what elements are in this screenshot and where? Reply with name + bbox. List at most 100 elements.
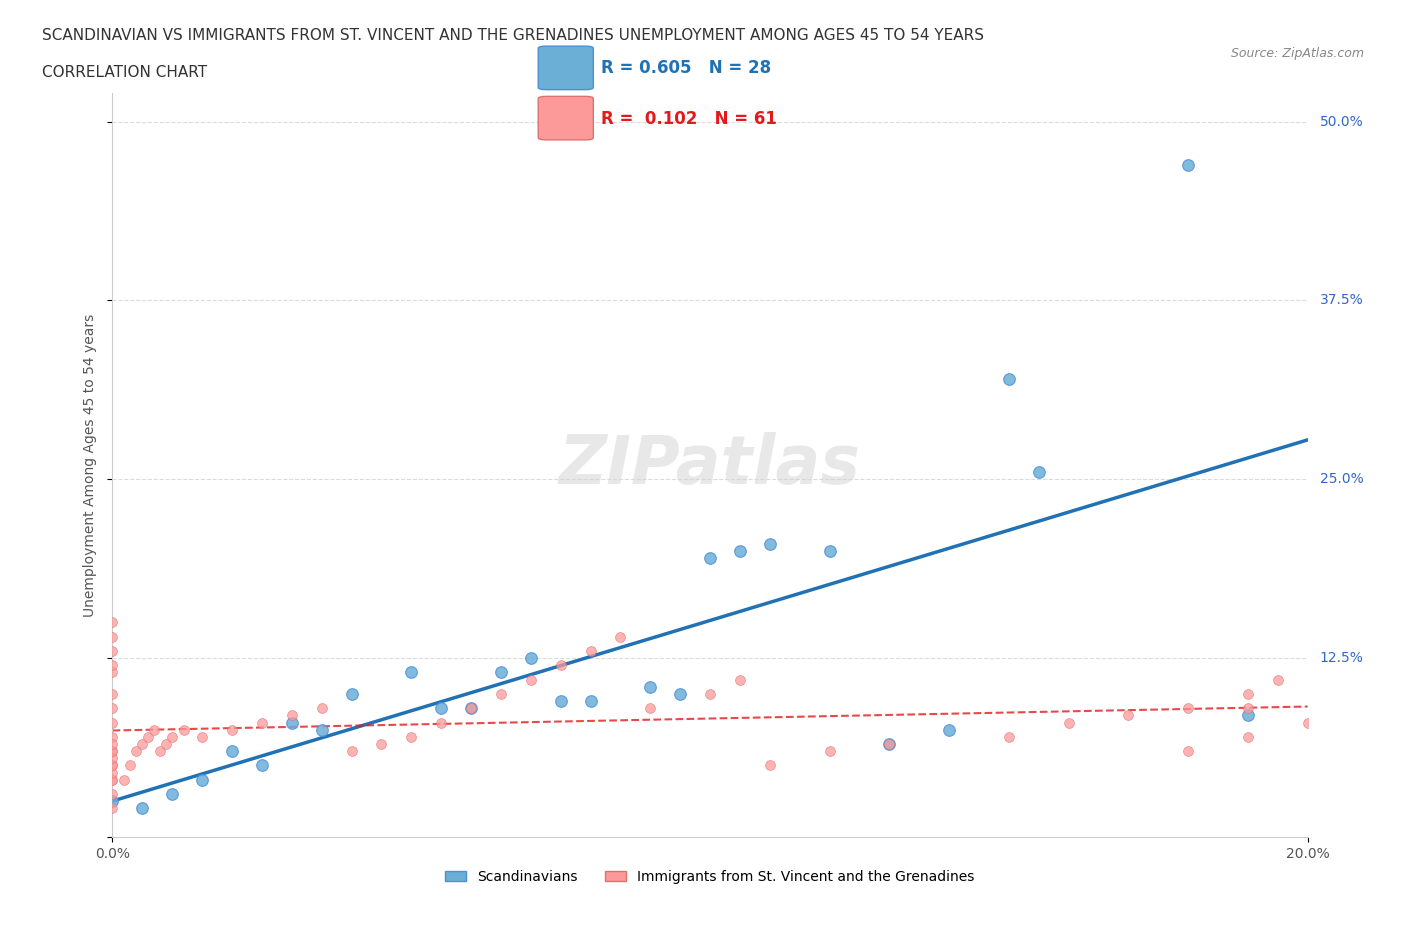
Text: 37.5%: 37.5% (1319, 294, 1364, 308)
Y-axis label: Unemployment Among Ages 45 to 54 years: Unemployment Among Ages 45 to 54 years (83, 313, 97, 617)
Point (149, 744, 172, 759)
Text: R = 0.605   N = 28: R = 0.605 N = 28 (602, 60, 772, 77)
Point (1237, 729, 1260, 744)
Point (818, 744, 841, 759)
Point (101, 715, 124, 730)
Point (138, 729, 160, 744)
Point (1296, 715, 1319, 730)
Point (1177, 744, 1199, 759)
Point (101, 772, 124, 787)
Point (401, 729, 423, 744)
Point (311, 701, 333, 716)
Point (101, 801, 124, 816)
Point (101, 737, 124, 751)
Point (550, 694, 572, 709)
Point (250, 758, 273, 773)
Point (579, 694, 602, 709)
Point (1177, 701, 1199, 716)
Point (221, 744, 243, 759)
Point (759, 758, 782, 773)
Legend: Scandinavians, Immigrants from St. Vincent and the Grenadines: Scandinavians, Immigrants from St. Vince… (440, 865, 980, 890)
Point (938, 723, 960, 737)
Point (1177, 157, 1199, 172)
Point (370, 737, 392, 751)
Point (1057, 715, 1080, 730)
Point (101, 758, 124, 773)
Point (131, 801, 153, 816)
Point (759, 537, 782, 551)
Point (101, 644, 124, 658)
Text: ZIPatlas: ZIPatlas (560, 432, 860, 498)
Text: 25.0%: 25.0% (1319, 472, 1364, 486)
Point (162, 729, 183, 744)
Point (101, 751, 124, 765)
Point (728, 543, 751, 558)
Point (101, 765, 124, 780)
Point (281, 715, 304, 730)
Point (1237, 686, 1260, 701)
Point (173, 723, 195, 737)
Point (101, 658, 124, 672)
Point (250, 715, 273, 730)
Point (101, 630, 124, 644)
Point (191, 772, 214, 787)
Text: 50.0%: 50.0% (1319, 114, 1364, 128)
Point (191, 729, 214, 744)
Point (162, 787, 183, 802)
Point (877, 737, 901, 751)
Point (638, 701, 662, 716)
Point (101, 665, 124, 680)
Point (281, 708, 304, 723)
Point (430, 701, 453, 716)
Point (430, 715, 453, 730)
Point (520, 651, 543, 666)
Text: R =  0.102   N = 61: R = 0.102 N = 61 (602, 110, 778, 127)
Point (1267, 672, 1289, 687)
Point (101, 744, 124, 759)
Point (460, 701, 482, 716)
Point (340, 744, 363, 759)
Point (877, 737, 901, 751)
Point (125, 744, 148, 759)
Point (998, 729, 1021, 744)
Point (143, 723, 166, 737)
Point (550, 658, 572, 672)
Point (101, 758, 124, 773)
Point (1237, 701, 1260, 716)
Point (579, 644, 602, 658)
Point (818, 543, 841, 558)
Point (728, 672, 751, 687)
Point (101, 744, 124, 759)
Point (340, 686, 363, 701)
Point (401, 665, 423, 680)
Point (489, 665, 512, 680)
Point (489, 686, 512, 701)
Point (638, 679, 662, 694)
Point (101, 701, 124, 716)
Point (221, 723, 243, 737)
Point (101, 772, 124, 787)
Point (311, 723, 333, 737)
Point (699, 686, 721, 701)
Point (609, 630, 631, 644)
Text: SCANDINAVIAN VS IMMIGRANTS FROM ST. VINCENT AND THE GRENADINES UNEMPLOYMENT AMON: SCANDINAVIAN VS IMMIGRANTS FROM ST. VINC… (42, 28, 984, 43)
Point (101, 615, 124, 630)
Point (120, 758, 142, 773)
Point (101, 686, 124, 701)
Point (101, 729, 124, 744)
Point (669, 686, 692, 701)
Point (101, 794, 124, 809)
Point (460, 701, 482, 716)
Point (1118, 708, 1140, 723)
FancyBboxPatch shape (538, 46, 593, 89)
Point (101, 787, 124, 802)
Point (1028, 465, 1050, 480)
Point (699, 551, 721, 565)
Point (131, 737, 153, 751)
FancyBboxPatch shape (538, 97, 593, 140)
Point (998, 372, 1021, 387)
Point (114, 772, 135, 787)
Point (155, 737, 177, 751)
Text: Source: ZipAtlas.com: Source: ZipAtlas.com (1230, 46, 1364, 60)
Point (1237, 708, 1260, 723)
